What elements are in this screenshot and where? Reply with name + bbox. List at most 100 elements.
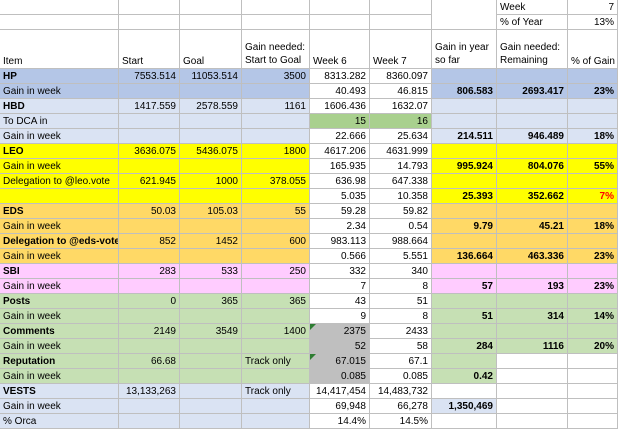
- cell-r6-remaining[interactable]: 804.076: [497, 159, 568, 174]
- cell-r1-start[interactable]: [119, 84, 180, 99]
- cell-r1-item[interactable]: Gain in week: [0, 84, 119, 99]
- cell-r23-w7[interactable]: 14.5%: [370, 414, 432, 429]
- cell-r3-goal[interactable]: [180, 114, 242, 129]
- cell-r4-item[interactable]: Gain in week: [0, 129, 119, 144]
- cell-r1-w6[interactable]: 40.493: [310, 84, 370, 99]
- cell-r20-goal[interactable]: [180, 369, 242, 384]
- cell-r17-goal[interactable]: 3549: [180, 324, 242, 339]
- cell-r17-w7[interactable]: 2433: [370, 324, 432, 339]
- cell-r8-pct[interactable]: 7%: [568, 189, 618, 204]
- cell-r20-w7[interactable]: 0.085: [370, 369, 432, 384]
- cell-r20-gain_year[interactable]: 0.42: [432, 369, 497, 384]
- cell-r15-remaining[interactable]: [497, 294, 568, 309]
- cell-r21-gain_year[interactable]: [432, 384, 497, 399]
- cell-r9-w6[interactable]: 59.28: [310, 204, 370, 219]
- empty-cell[interactable]: [180, 0, 242, 15]
- cell-r12-goal[interactable]: [180, 249, 242, 264]
- cell-r11-w6[interactable]: 983.113: [310, 234, 370, 249]
- cell-r19-pct[interactable]: [568, 354, 618, 369]
- cell-r13-remaining[interactable]: [497, 264, 568, 279]
- cell-r1-gain_year[interactable]: 806.583: [432, 84, 497, 99]
- cell-r5-w6[interactable]: 4617.206: [310, 144, 370, 159]
- cell-r15-needed[interactable]: 365: [242, 294, 310, 309]
- cell-r19-start[interactable]: 66.68: [119, 354, 180, 369]
- cell-r18-start[interactable]: [119, 339, 180, 354]
- cell-r10-gain_year[interactable]: 9.79: [432, 219, 497, 234]
- cell-r12-item[interactable]: Gain in week: [0, 249, 119, 264]
- cell-r17-item[interactable]: Comments: [0, 324, 119, 339]
- cell-r19-w6[interactable]: 67.015: [310, 354, 370, 369]
- cell-r4-w7[interactable]: 25.634: [370, 129, 432, 144]
- cell-r16-item[interactable]: Gain in week: [0, 309, 119, 324]
- cell-r11-goal[interactable]: 1452: [180, 234, 242, 249]
- cell-r1-pct[interactable]: 23%: [568, 84, 618, 99]
- cell-r7-w6[interactable]: 636.98: [310, 174, 370, 189]
- cell-r22-w6[interactable]: 69,948: [310, 399, 370, 414]
- cell-r8-gain_year[interactable]: 25.393: [432, 189, 497, 204]
- empty-cell[interactable]: [119, 0, 180, 15]
- cell-r14-goal[interactable]: [180, 279, 242, 294]
- cell-r19-gain_year[interactable]: [432, 354, 497, 369]
- cell-r8-w6[interactable]: 5.035: [310, 189, 370, 204]
- cell-r10-w7[interactable]: 0.54: [370, 219, 432, 234]
- cell-r2-item[interactable]: HBD: [0, 99, 119, 114]
- cell-r22-start[interactable]: [119, 399, 180, 414]
- cell-r23-needed[interactable]: [242, 414, 310, 429]
- cell-r3-w7[interactable]: 16: [370, 114, 432, 129]
- header-gain-year[interactable]: Gain in year so far: [432, 30, 497, 69]
- cell-r7-gain_year[interactable]: [432, 174, 497, 189]
- cell-r7-item[interactable]: Delegation to @leo.vote: [0, 174, 119, 189]
- cell-r6-w6[interactable]: 165.935: [310, 159, 370, 174]
- cell-r11-pct[interactable]: [568, 234, 618, 249]
- cell-r0-gain_year[interactable]: [432, 69, 497, 84]
- cell-r9-needed[interactable]: 55: [242, 204, 310, 219]
- cell-r6-gain_year[interactable]: 995.924: [432, 159, 497, 174]
- cell-r10-remaining[interactable]: 45.21: [497, 219, 568, 234]
- cell-r11-gain_year[interactable]: [432, 234, 497, 249]
- cell-r2-goal[interactable]: 2578.559: [180, 99, 242, 114]
- cell-r0-w7[interactable]: 8360.097: [370, 69, 432, 84]
- cell-r5-pct[interactable]: [568, 144, 618, 159]
- cell-r18-gain_year[interactable]: 284: [432, 339, 497, 354]
- cell-r6-w7[interactable]: 14.793: [370, 159, 432, 174]
- cell-r5-w7[interactable]: 4631.999: [370, 144, 432, 159]
- cell-r21-goal[interactable]: [180, 384, 242, 399]
- cell-r3-gain_year[interactable]: [432, 114, 497, 129]
- cell-r23-pct[interactable]: [568, 414, 618, 429]
- cell-r16-gain_year[interactable]: 51: [432, 309, 497, 324]
- cell-r9-item[interactable]: EDS: [0, 204, 119, 219]
- cell-r8-item[interactable]: [0, 189, 119, 204]
- cell-r17-w6[interactable]: 2375: [310, 324, 370, 339]
- empty-cell[interactable]: [370, 15, 432, 30]
- cell-r1-w7[interactable]: 46.815: [370, 84, 432, 99]
- cell-r0-pct[interactable]: [568, 69, 618, 84]
- cell-r1-goal[interactable]: [180, 84, 242, 99]
- cell-r10-start[interactable]: [119, 219, 180, 234]
- cell-r16-w6[interactable]: 9: [310, 309, 370, 324]
- cell-r19-item[interactable]: Reputation: [0, 354, 119, 369]
- cell-r21-start[interactable]: 13,133,263: [119, 384, 180, 399]
- cell-r9-start[interactable]: 50.03: [119, 204, 180, 219]
- cell-r20-pct[interactable]: [568, 369, 618, 384]
- cell-r14-w6[interactable]: 7: [310, 279, 370, 294]
- cell-r11-w7[interactable]: 988.664: [370, 234, 432, 249]
- empty-cell[interactable]: [0, 15, 119, 30]
- cell-r11-start[interactable]: 852: [119, 234, 180, 249]
- week-label[interactable]: Week: [497, 0, 568, 15]
- header-week6[interactable]: Week 6: [310, 30, 370, 69]
- cell-r15-goal[interactable]: 365: [180, 294, 242, 309]
- empty-cell[interactable]: [242, 15, 310, 30]
- cell-r0-needed[interactable]: 3500: [242, 69, 310, 84]
- cell-r1-remaining[interactable]: 2693.417: [497, 84, 568, 99]
- cell-r16-remaining[interactable]: 314: [497, 309, 568, 324]
- cell-r7-w7[interactable]: 647.338: [370, 174, 432, 189]
- cell-r7-start[interactable]: 621.945: [119, 174, 180, 189]
- cell-r22-pct[interactable]: [568, 399, 618, 414]
- cell-r13-gain_year[interactable]: [432, 264, 497, 279]
- cell-r15-gain_year[interactable]: [432, 294, 497, 309]
- header-pct-gain[interactable]: % of Gain: [568, 30, 618, 69]
- cell-r16-goal[interactable]: [180, 309, 242, 324]
- cell-r14-remaining[interactable]: 193: [497, 279, 568, 294]
- cell-r4-start[interactable]: [119, 129, 180, 144]
- cell-r17-start[interactable]: 2149: [119, 324, 180, 339]
